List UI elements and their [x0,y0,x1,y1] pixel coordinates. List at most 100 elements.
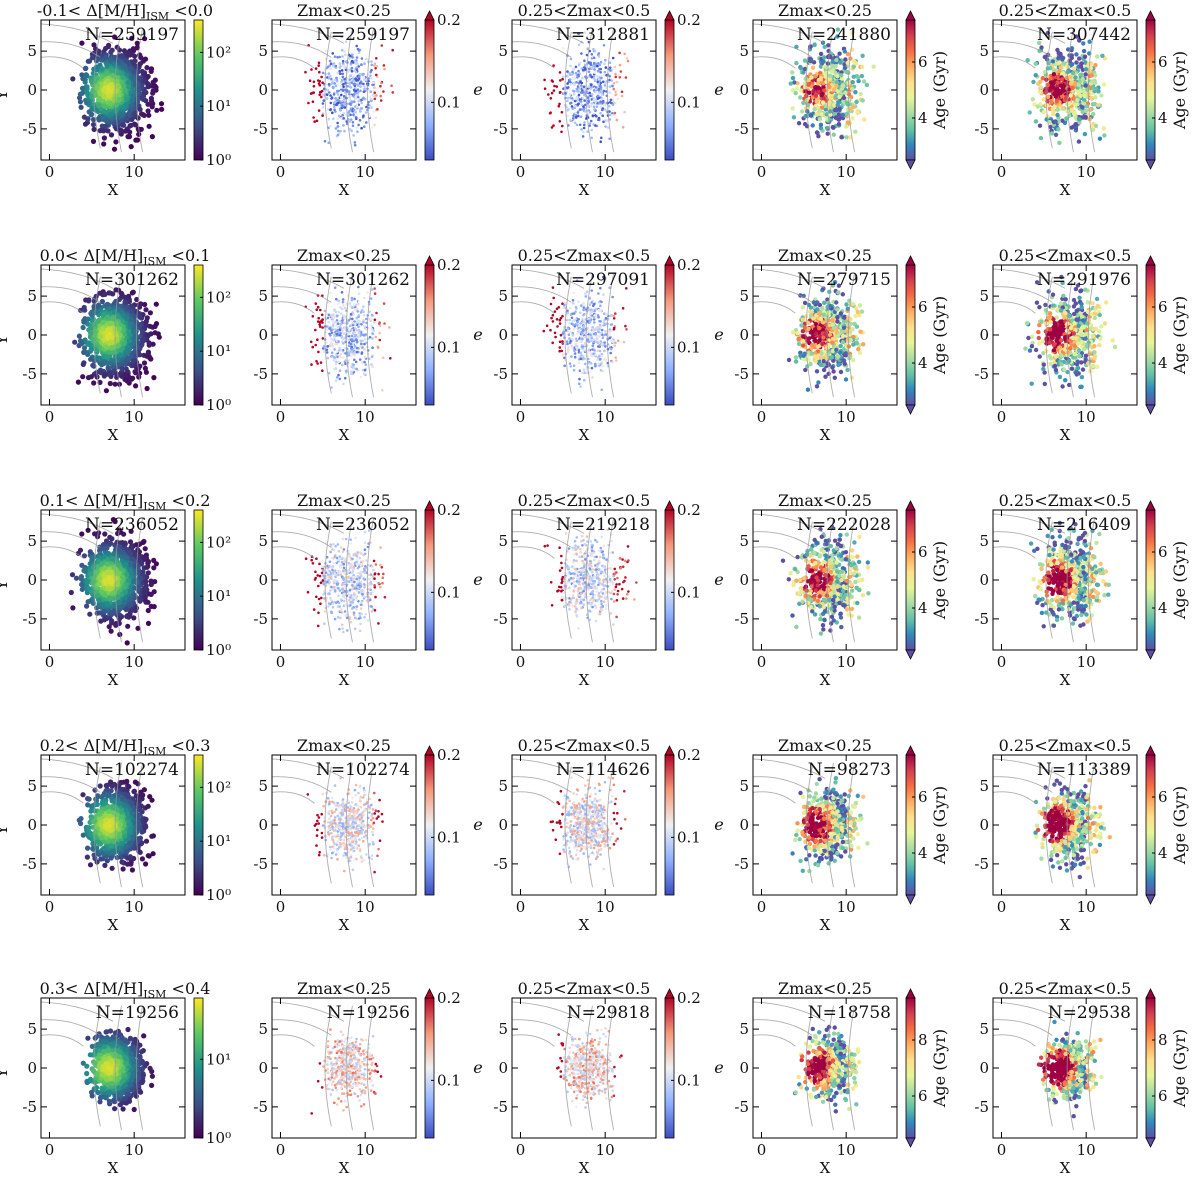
data-point [830,59,835,64]
data-point [816,81,821,86]
guide-arcs [41,23,144,153]
data-point [381,388,384,392]
data-point [817,108,822,113]
data-point [350,69,354,73]
data-point [321,114,324,117]
data-point [314,328,317,332]
data-point [143,322,150,328]
data-point [337,360,341,364]
data-point [334,97,337,100]
data-point [552,89,556,92]
data-point [312,80,316,84]
data-point [86,298,92,304]
data-point [334,310,338,314]
data-point [109,334,115,341]
data-point [555,318,559,321]
data-point [579,115,583,118]
data-point [1082,93,1087,99]
colorbar-tick-label: 4 [918,109,928,127]
data-point [344,359,347,362]
data-point [373,91,377,95]
data-point [338,346,341,350]
data-points [543,31,630,143]
data-point [582,306,586,309]
data-point [593,309,596,313]
data-point [582,329,585,332]
data-point [582,303,586,307]
data-point [101,103,107,109]
data-point [592,74,596,78]
data-point [107,101,114,107]
data-point [357,328,361,332]
data-point [599,357,602,361]
data-point [121,341,127,347]
data-point [583,103,587,107]
data-point [370,317,373,320]
data-point [321,321,324,324]
data-point [317,61,321,65]
data-point [311,100,315,103]
data-point [824,125,830,131]
data-point [382,90,385,93]
data-point [332,101,336,105]
data-point [326,345,330,348]
guide-arc [753,23,826,44]
data-point [1074,60,1079,65]
data-point [1064,75,1069,81]
data-point [572,327,576,331]
data-point [106,306,112,312]
data-point [1069,107,1075,113]
data-point [104,353,110,359]
data-point [821,84,826,90]
data-point [569,102,572,105]
data-point [577,74,580,78]
data-point [357,77,361,81]
data-point [329,341,333,344]
data-point [617,73,620,77]
data-point [603,322,607,326]
data-point [309,340,313,344]
data-point [378,331,381,335]
data-point [566,70,569,73]
data-point [599,67,602,71]
data-point [1084,104,1089,109]
data-point [327,76,331,80]
data-point [350,338,354,342]
data-point [367,89,371,92]
data-point [625,328,628,331]
data-point [809,75,814,80]
data-point [349,342,353,346]
data-point [98,370,104,376]
data-point [600,328,604,332]
data-point [341,328,345,331]
data-point [131,112,137,118]
data-point [553,84,556,88]
colorbar-tick-label: 10⁰ [206,396,231,414]
data-point [611,56,615,60]
data-point [543,78,546,82]
data-point [352,304,356,307]
data-point [1045,94,1051,100]
data-point [599,304,602,308]
data-point [581,337,584,341]
colorbar-tick-label: 0.1 [677,93,701,111]
data-point [566,99,569,103]
data-point [598,349,602,353]
data-point [592,338,595,341]
data-point [604,108,607,112]
data-point [368,95,372,98]
data-point [145,351,151,357]
data-point [371,83,374,87]
data-point [89,79,95,85]
data-point [310,363,313,366]
data-point [315,308,319,312]
data-point [80,374,86,380]
data-point [359,342,363,346]
data-point [341,64,345,68]
y-tick-label: 5 [498,42,508,60]
data-point [864,82,870,88]
data-point [577,102,580,106]
data-point [335,89,339,93]
data-point [321,102,325,105]
data-point [1100,53,1105,58]
